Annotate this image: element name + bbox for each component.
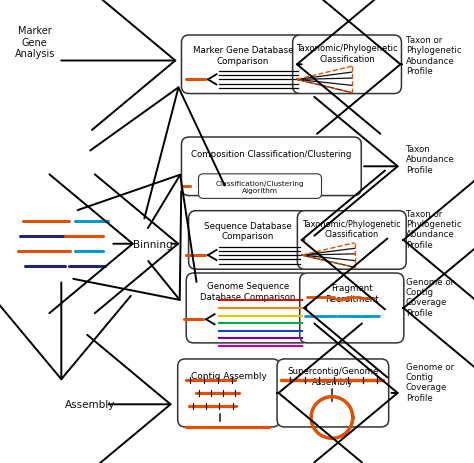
Text: Supercontig/Genome
Assembly: Supercontig/Genome Assembly: [287, 366, 379, 386]
FancyBboxPatch shape: [277, 359, 389, 427]
FancyBboxPatch shape: [300, 274, 404, 343]
Text: Contig Assembly: Contig Assembly: [191, 372, 267, 381]
Text: Taxon
Abundance
Profile: Taxon Abundance Profile: [406, 144, 455, 174]
Text: Fragment
Recruitment: Fragment Recruitment: [325, 283, 379, 303]
FancyBboxPatch shape: [297, 211, 406, 269]
FancyBboxPatch shape: [292, 36, 401, 94]
Text: Genome Sequence
Database Comparison: Genome Sequence Database Comparison: [200, 282, 295, 301]
Text: Classification/Clustering
Algorithm: Classification/Clustering Algorithm: [216, 180, 304, 193]
Text: Marker
Gene
Analysis: Marker Gene Analysis: [15, 26, 55, 59]
FancyBboxPatch shape: [182, 138, 361, 196]
FancyBboxPatch shape: [199, 175, 321, 199]
Text: Sequence Database
Comparison: Sequence Database Comparison: [204, 221, 292, 241]
FancyBboxPatch shape: [186, 274, 309, 343]
Text: Binning: Binning: [133, 239, 173, 249]
Text: Composition Classification/Clustering: Composition Classification/Clustering: [191, 149, 352, 158]
Text: Marker Gene Database
Comparison: Marker Gene Database Comparison: [193, 46, 293, 65]
Text: Taxonomic/Phylogenetic
Classification: Taxonomic/Phylogenetic Classification: [296, 44, 398, 63]
Text: Genome or
Contig
Coverage
Profile: Genome or Contig Coverage Profile: [406, 277, 454, 317]
Text: Taxonomic/Phylogenetic
Classification: Taxonomic/Phylogenetic Classification: [302, 219, 401, 239]
FancyBboxPatch shape: [189, 211, 307, 269]
Text: Genome or
Contig
Coverage
Profile: Genome or Contig Coverage Profile: [406, 362, 454, 402]
Text: Taxon or
Phylogenetic
Abundance
Profile: Taxon or Phylogenetic Abundance Profile: [406, 209, 461, 249]
FancyBboxPatch shape: [182, 36, 304, 94]
FancyBboxPatch shape: [178, 359, 280, 427]
Text: Assembly: Assembly: [65, 400, 116, 409]
Text: Taxon or
Phylogenetic
Abundance
Profile: Taxon or Phylogenetic Abundance Profile: [406, 36, 461, 76]
